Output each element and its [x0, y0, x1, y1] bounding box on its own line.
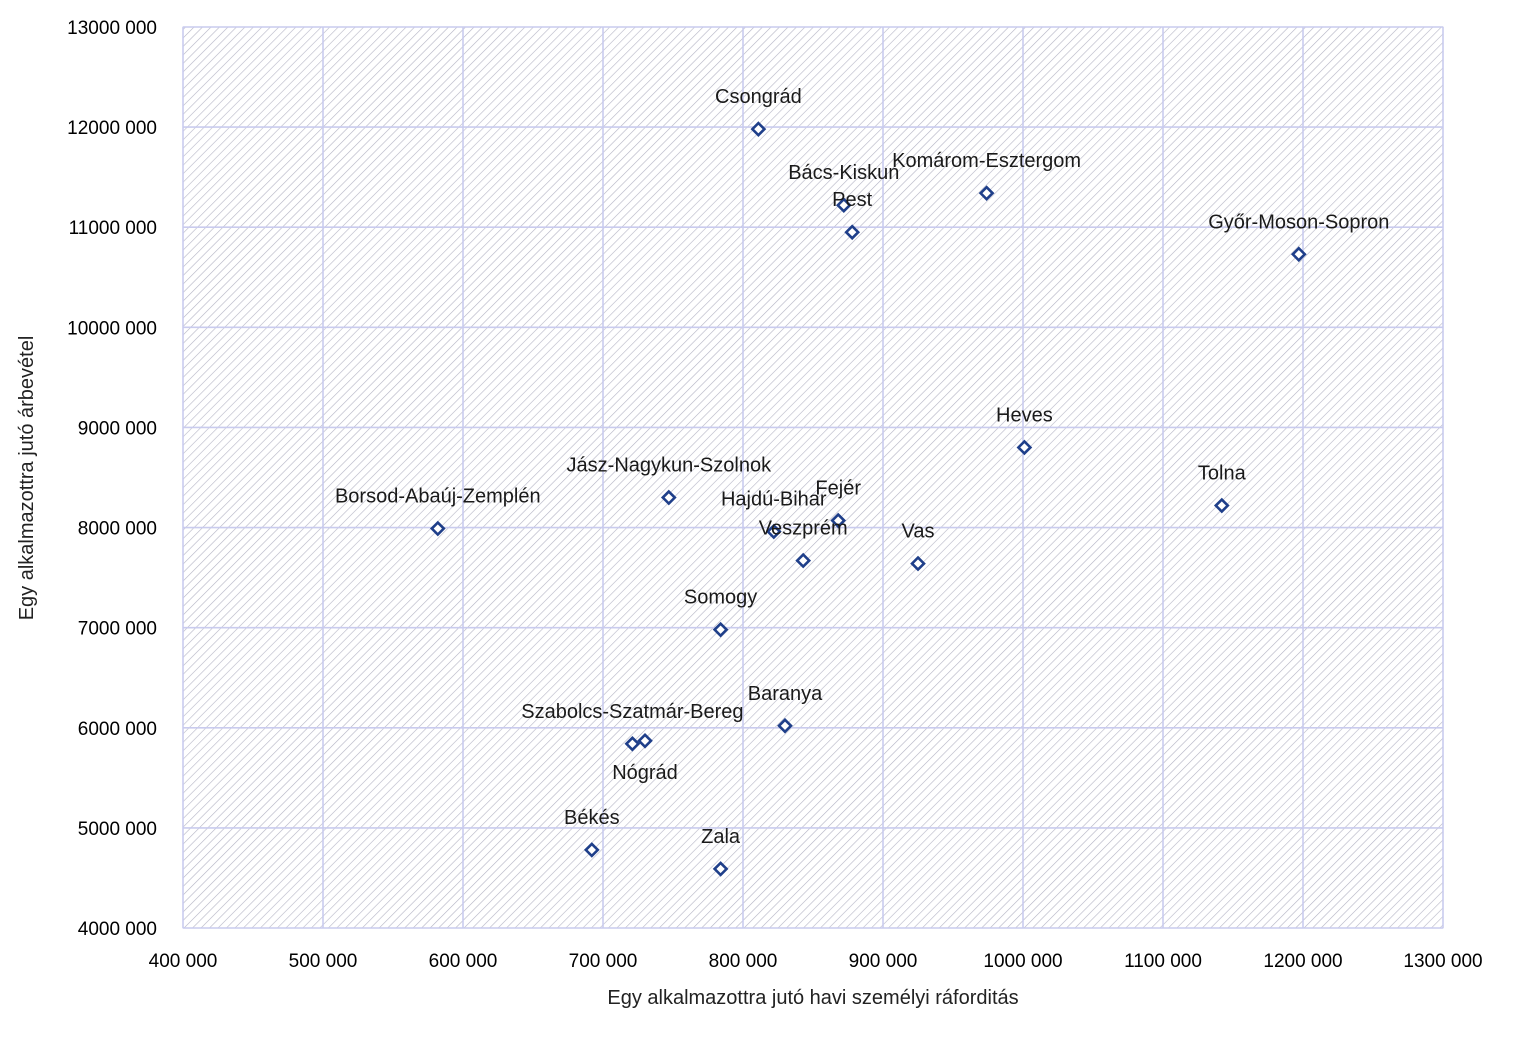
data-point [765, 523, 782, 540]
data-label: Vas [902, 521, 935, 543]
data-point [835, 197, 852, 214]
data-label: Tolna [1198, 463, 1247, 485]
data-point [429, 520, 446, 537]
x-axis-ticks: 400 000 500 000 600 000 700 000 800 000 900 0… [149, 951, 1483, 972]
data-point [583, 842, 600, 858]
data-label: Zala [701, 826, 741, 848]
data-point [637, 732, 653, 749]
data-label: Békés [564, 807, 620, 829]
plot-area [182, 26, 1444, 929]
data-point [1290, 246, 1307, 263]
y-axis-ticks: 4000 000 5000 000 6000 000 7000 000 8000 000… [67, 18, 157, 940]
y-tick-label: 5000 000 [78, 819, 157, 840]
y-tick-label: 9000 000 [78, 418, 157, 439]
x-tick-label: 900 000 [849, 951, 918, 972]
data-label: Somogy [684, 587, 757, 609]
data-label: Pest [832, 189, 872, 211]
x-tick-label: 1300 000 [1403, 951, 1482, 972]
x-tick-label: 500 000 [289, 951, 358, 972]
x-tick-label: 1200 000 [1263, 951, 1342, 972]
y-tick-label: 12000 000 [67, 118, 157, 139]
data-point [910, 555, 926, 572]
y-tick-label: 13000 000 [67, 18, 157, 39]
data-label: Heves [996, 404, 1053, 426]
data-point [978, 185, 995, 202]
data-point [1016, 439, 1033, 456]
data-label: Bács-Kiskun [788, 162, 899, 184]
data-label: Győr-Moson-Sopron [1208, 211, 1389, 233]
x-tick-label: 700 000 [569, 951, 638, 972]
data-label: Hajdú-Bihar [721, 489, 827, 511]
x-tick-label: 800 000 [709, 951, 778, 972]
y-axis-title: Egy alkalmazottra jutó árbevétel [16, 336, 38, 621]
x-axis-title: Egy alkalmazottra jutó havi személyi ráf… [607, 987, 1018, 1009]
x-tick-label: 600 000 [429, 951, 498, 972]
x-tick-label: 400 000 [149, 951, 218, 972]
y-tick-label: 6000 000 [78, 719, 157, 740]
data-point [1213, 497, 1230, 514]
data-point [777, 717, 793, 734]
y-tick-label: 8000 000 [78, 519, 157, 540]
data-point [750, 121, 767, 137]
y-tick-label: 10000 000 [67, 318, 157, 339]
x-tick-label: 1100 000 [1124, 951, 1202, 972]
data-label: Borsod-Abaúj-Zemplén [335, 486, 541, 508]
data-point [712, 621, 729, 638]
data-points [429, 121, 1307, 877]
data-point [844, 224, 861, 241]
y-tick-label: 4000 000 [78, 919, 157, 940]
data-label: Veszprém [759, 518, 848, 540]
data-label: Nógrád [612, 762, 678, 784]
data-point [624, 735, 641, 752]
y-tick-label: 7000 000 [78, 619, 157, 640]
data-label: Jász-Nagykun-Szolnok [567, 455, 773, 477]
data-label: Szabolcs-Szatmár-Bereg [521, 701, 743, 723]
data-labels: Csongrád Bács-Kiskun Pest Komárom-Esztergom… [335, 86, 1389, 848]
data-label: Komárom-Esztergom [892, 150, 1081, 172]
data-point [712, 861, 729, 877]
x-tick-label: 1000 000 [983, 951, 1062, 972]
data-label: Baranya [748, 683, 823, 705]
data-point [795, 552, 812, 569]
data-point [830, 512, 847, 529]
data-label: Fejér [815, 478, 861, 500]
data-point [660, 489, 677, 506]
gridlines [182, 26, 1444, 929]
data-label: Csongrád [715, 86, 802, 108]
y-tick-label: 11000 000 [69, 218, 157, 239]
